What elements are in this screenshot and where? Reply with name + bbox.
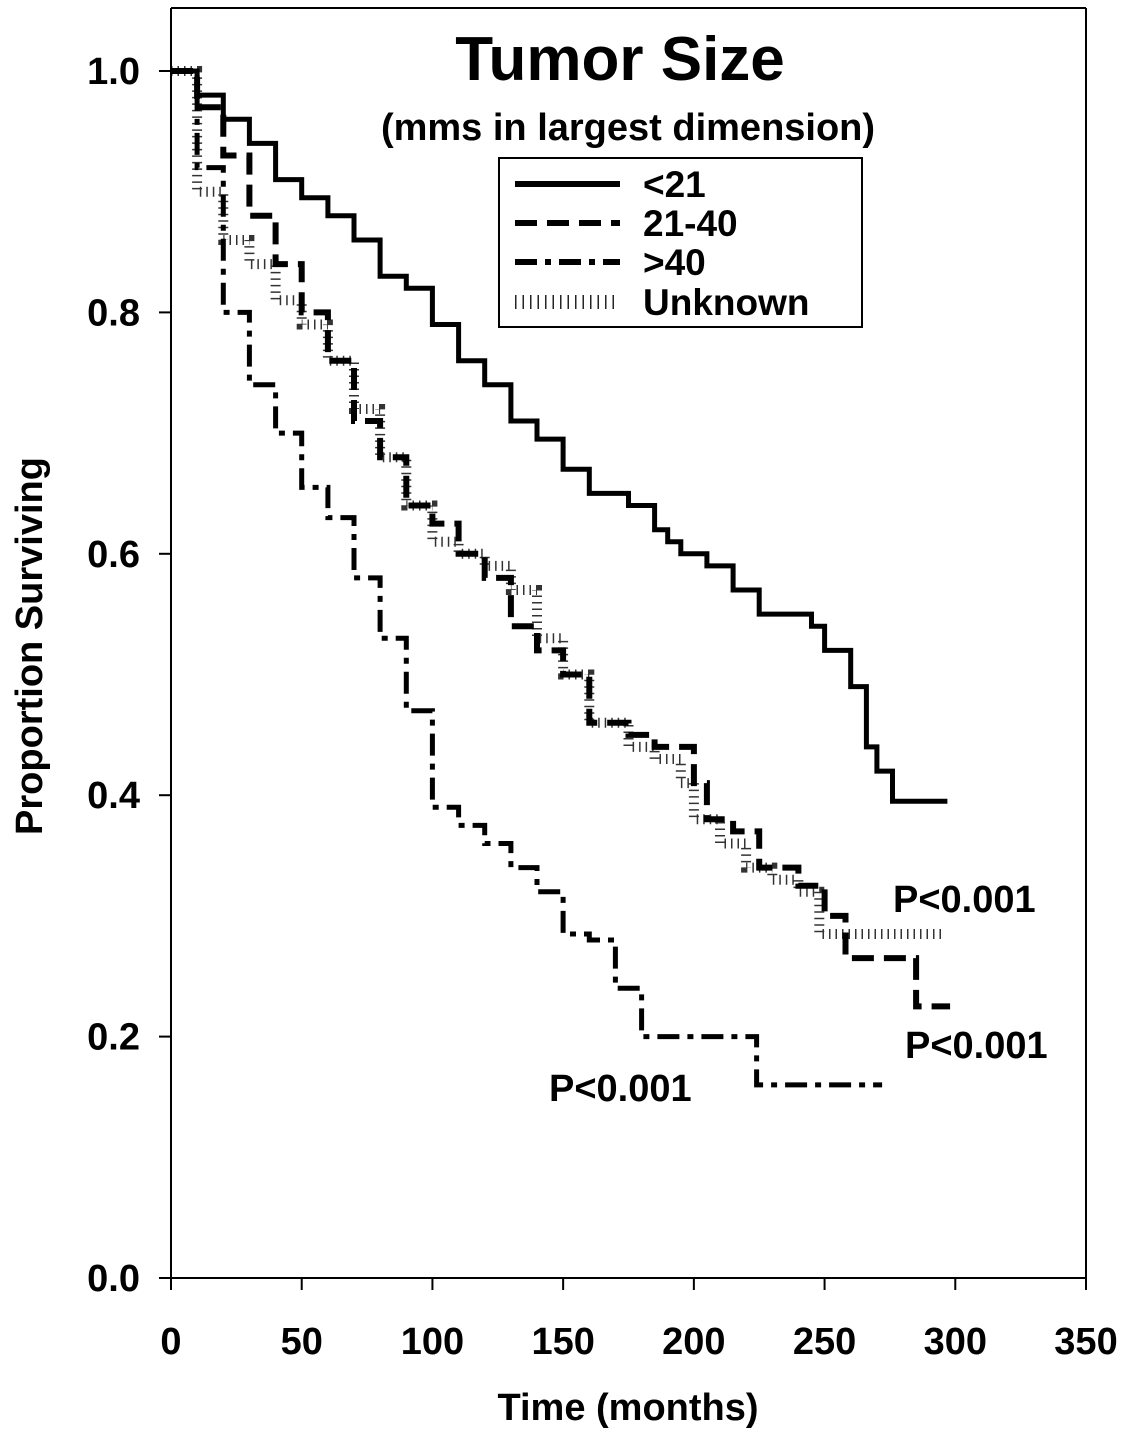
legend: <21 21-40 >40 Unknown [498,157,863,328]
x-tick-label: 350 [1054,1321,1117,1363]
y-tick-label: 0.6 [87,534,140,576]
series-line-lt21 [171,68,948,804]
y-ticks: 0.0 0.2 0.4 0.6 0.8 1.0 [87,51,171,1300]
series-line-21-40 [171,68,951,1010]
annotation-pvalue-unknown: P<0.001 [893,879,1036,921]
series-line-gt40 [171,68,883,1088]
x-tick-label: 150 [531,1321,594,1363]
y-tick-label: 0.8 [87,292,140,334]
x-ticks: 0 50 100 150 200 250 300 350 [160,1278,1118,1363]
x-tick-label: 50 [281,1321,323,1363]
y-tick-label: 0.0 [87,1258,140,1300]
annotation-pvalue-gt40: P<0.001 [549,1068,692,1110]
legend-label-unknown: Unknown [643,282,809,323]
x-tick-label: 0 [160,1321,181,1363]
chart-subtitle: (mms in largest dimension) [381,107,875,149]
curves [171,66,951,1088]
legend-label-21-40: 21-40 [643,203,738,244]
annotation-pvalue-21-40: P<0.001 [905,1025,1048,1067]
x-axis-title: Time (months) [497,1387,758,1429]
x-tick-label: 250 [793,1321,856,1363]
y-tick-label: 0.4 [87,775,140,817]
x-tick-label: 100 [401,1321,464,1363]
y-axis-title: Proportion Surviving [9,457,51,835]
y-tick-label: 1.0 [87,51,140,93]
x-tick-label: 300 [924,1321,987,1363]
legend-label-gt40: >40 [643,242,706,283]
chart-title: Tumor Size [455,25,785,94]
x-tick-label: 200 [662,1321,725,1363]
legend-label-lt21: <21 [643,164,706,205]
y-tick-label: 0.2 [87,1017,140,1059]
